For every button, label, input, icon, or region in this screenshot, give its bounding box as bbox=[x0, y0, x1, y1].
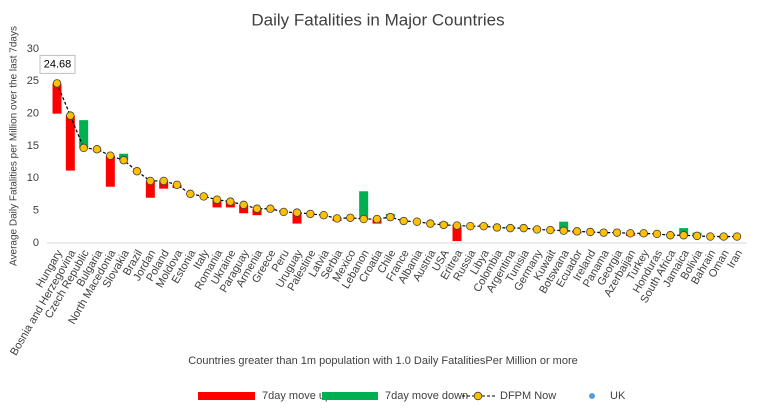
marker bbox=[266, 204, 275, 213]
updown-bar bbox=[65, 115, 75, 171]
marker bbox=[732, 232, 742, 241]
marker bbox=[279, 207, 288, 217]
marker bbox=[666, 231, 675, 240]
y-tick-label: 15 bbox=[27, 140, 39, 152]
marker bbox=[426, 219, 435, 228]
legend-label: DFPM Now bbox=[500, 390, 556, 402]
marker bbox=[692, 231, 702, 241]
legend-marker bbox=[589, 393, 595, 399]
marker bbox=[199, 192, 208, 201]
updown-bar bbox=[239, 204, 249, 214]
legend-swatch bbox=[322, 392, 378, 400]
marker bbox=[399, 216, 408, 226]
updown-bar bbox=[559, 221, 569, 231]
marker bbox=[412, 217, 422, 226]
marker bbox=[239, 200, 248, 210]
legend-marker bbox=[473, 391, 483, 401]
updown-bar bbox=[359, 191, 369, 220]
legend-swatch bbox=[198, 392, 255, 400]
marker bbox=[226, 197, 235, 206]
legend-label: 7day move down bbox=[385, 390, 468, 402]
line bbox=[56, 83, 737, 238]
marker bbox=[359, 214, 368, 224]
marker bbox=[466, 221, 475, 231]
updown-bar bbox=[452, 225, 462, 242]
legend-label: 7day move up bbox=[262, 390, 331, 402]
marker bbox=[479, 221, 488, 231]
marker bbox=[146, 176, 155, 186]
marker bbox=[172, 180, 182, 189]
marker bbox=[346, 213, 355, 222]
marker bbox=[626, 229, 635, 238]
updown-bar bbox=[292, 212, 302, 224]
marker bbox=[492, 223, 502, 232]
y-tick-label: 30 bbox=[27, 43, 39, 55]
marker bbox=[159, 176, 168, 186]
marker bbox=[452, 221, 462, 230]
marker bbox=[92, 145, 102, 154]
data-label: 24.68 bbox=[44, 58, 72, 70]
marker bbox=[719, 232, 728, 241]
y-tick-label: 20 bbox=[27, 108, 39, 120]
chart-title: Daily Fatalities in Major Countries bbox=[251, 10, 504, 29]
marker bbox=[292, 208, 302, 217]
marker bbox=[519, 223, 528, 233]
marker bbox=[332, 214, 342, 223]
marker bbox=[639, 229, 648, 238]
marker bbox=[706, 232, 715, 241]
marker bbox=[52, 79, 62, 88]
marker bbox=[306, 209, 315, 219]
y-tick-label: 25 bbox=[27, 75, 39, 87]
updown-bar bbox=[145, 180, 155, 198]
y-axis-title: Average Daily Fatalities per Million ove… bbox=[9, 26, 20, 266]
marker bbox=[186, 189, 195, 199]
marker bbox=[612, 228, 622, 237]
marker bbox=[212, 195, 222, 204]
marker bbox=[599, 228, 608, 237]
marker bbox=[66, 111, 75, 120]
y-tick-label: 5 bbox=[33, 205, 39, 217]
marker bbox=[386, 212, 395, 222]
marker bbox=[679, 231, 688, 240]
marker bbox=[119, 156, 128, 165]
marker bbox=[439, 220, 448, 230]
x-axis-title: Countries greater than 1m population wit… bbox=[188, 355, 577, 367]
marker bbox=[572, 227, 582, 236]
data-label-box bbox=[39, 54, 76, 74]
marker bbox=[559, 226, 568, 235]
legend-label: UK bbox=[610, 390, 626, 402]
marker bbox=[532, 225, 542, 234]
marker bbox=[652, 229, 662, 239]
marker bbox=[372, 214, 382, 224]
x-tick-label: Iran bbox=[725, 248, 745, 270]
marker bbox=[546, 225, 555, 235]
marker bbox=[79, 143, 88, 153]
marker bbox=[506, 223, 515, 233]
y-tick-label: 10 bbox=[27, 172, 39, 184]
y-tick-label: 0 bbox=[33, 237, 39, 249]
marker bbox=[586, 227, 595, 237]
marker bbox=[106, 151, 115, 160]
marker bbox=[132, 167, 142, 176]
marker bbox=[252, 204, 262, 213]
updown-bar bbox=[79, 120, 89, 148]
marker bbox=[319, 210, 328, 220]
updown-bar bbox=[52, 83, 62, 114]
updown-bar bbox=[105, 155, 115, 187]
